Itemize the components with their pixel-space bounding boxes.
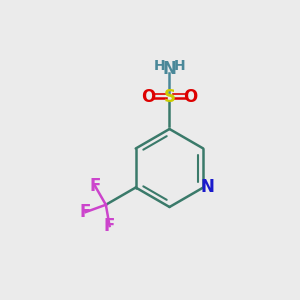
Text: H: H bbox=[154, 59, 166, 73]
Text: S: S bbox=[164, 88, 175, 106]
Text: O: O bbox=[183, 88, 198, 106]
Text: N: N bbox=[163, 60, 176, 78]
Text: N: N bbox=[201, 178, 215, 196]
Text: F: F bbox=[104, 217, 115, 235]
Text: F: F bbox=[80, 203, 91, 221]
Text: F: F bbox=[89, 177, 101, 195]
Text: H: H bbox=[173, 59, 185, 73]
Text: O: O bbox=[141, 88, 156, 106]
